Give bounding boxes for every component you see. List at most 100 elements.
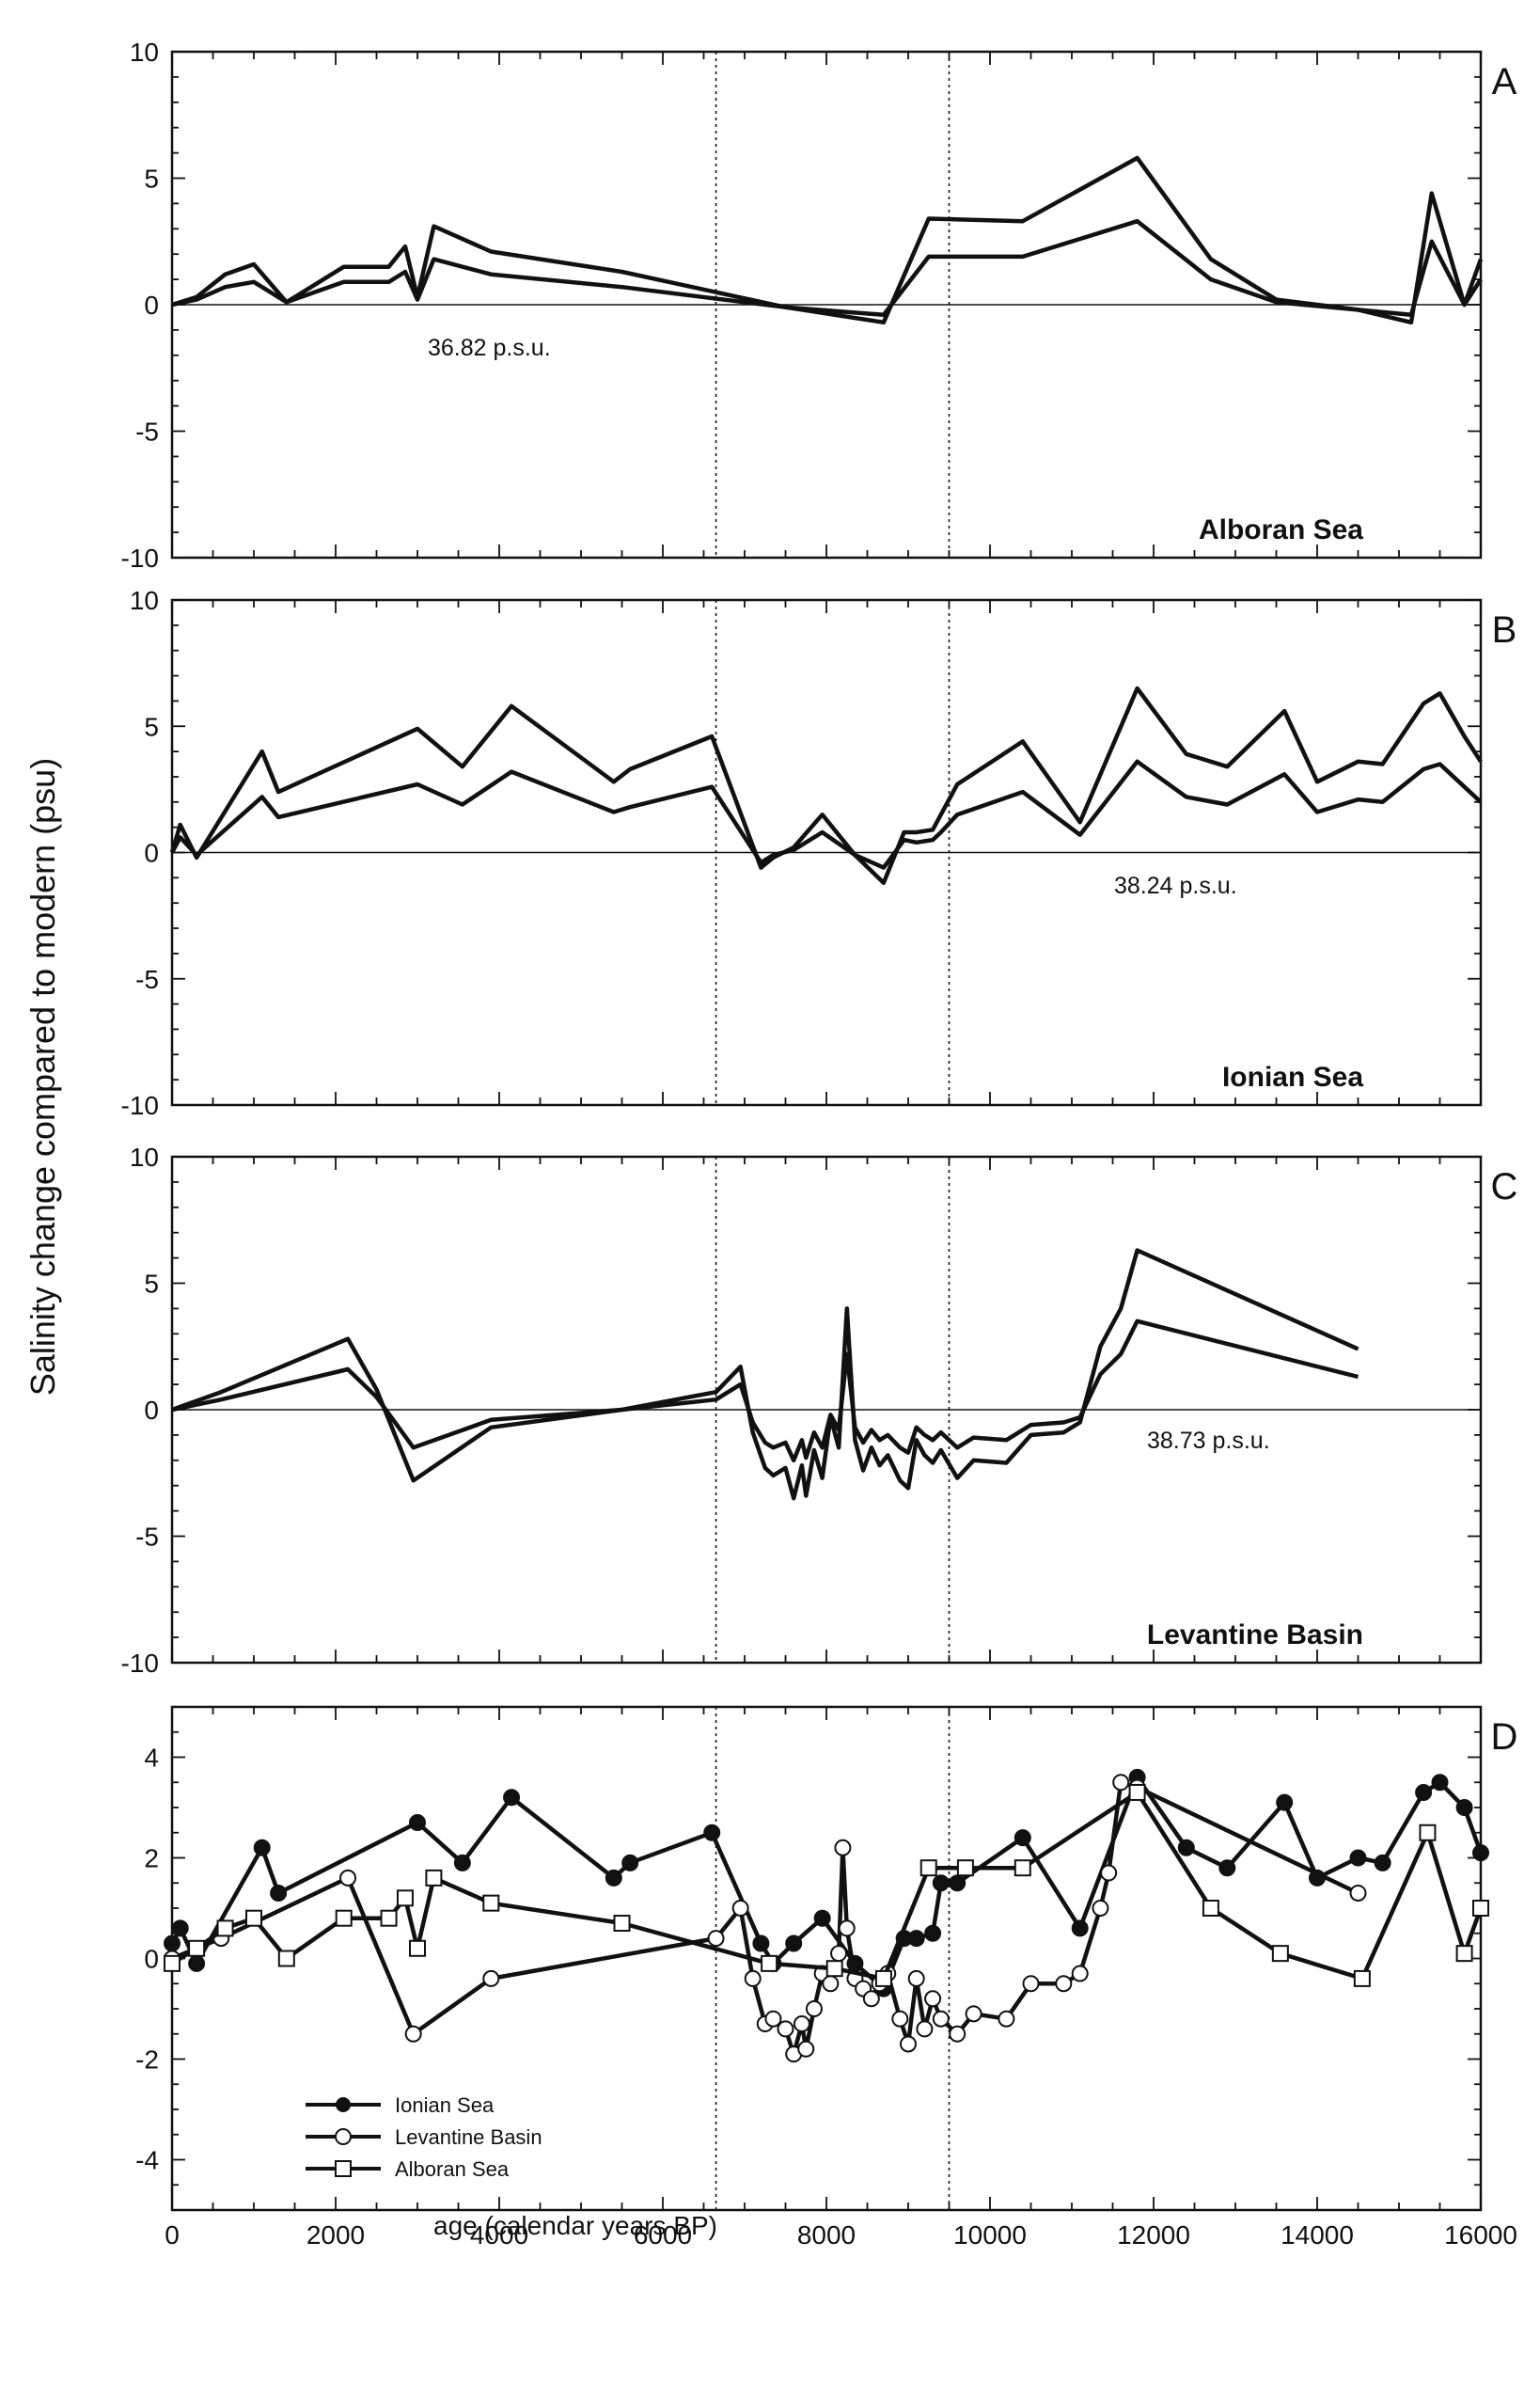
data-point: [1349, 1884, 1367, 1902]
data-point: [1374, 1854, 1391, 1871]
panel-d: 4 2 0 -2 -4 0 2000 4000 6000 8000 10000 12000 14000 1…: [135, 1705, 1518, 2250]
y-tick-label: 4: [144, 1744, 159, 1773]
data-point: [834, 1839, 852, 1856]
data-point: [822, 1975, 840, 1993]
x-tick-label: 6000: [634, 2220, 692, 2250]
y-tick-label: -10: [121, 544, 159, 573]
data-point: [188, 1954, 206, 1972]
legend-label: Alboran Sea: [395, 2157, 510, 2181]
data-point: [503, 1789, 521, 1807]
data-point: [956, 1859, 974, 1877]
data-point: [409, 1814, 426, 1832]
data-point: [425, 1869, 443, 1887]
data-point: [924, 1990, 942, 2008]
data-point: [277, 1950, 295, 1967]
legend: Ionian Sea Levantine Basin Alboran Sea: [306, 2093, 542, 2181]
y-tick-label: 5: [144, 712, 159, 741]
y-tick-label: 0: [144, 291, 159, 320]
data-point: [907, 1930, 925, 1948]
data-point: [380, 1909, 398, 1927]
legend-label: Ionian Sea: [395, 2093, 495, 2117]
x-tick-label: 14000: [1281, 2220, 1354, 2250]
legend-label: Levantine Basin: [395, 2125, 542, 2149]
data-point: [965, 2005, 982, 2023]
data-point: [998, 2010, 1015, 2028]
series-line: [170, 759, 1483, 870]
x-tick-label: 4000: [470, 2220, 528, 2250]
legend-marker: [336, 2097, 351, 2112]
x-tick-label: 8000: [797, 2220, 856, 2250]
y-tick-label: 5: [144, 1270, 159, 1299]
data-point: [707, 1930, 725, 1948]
data-point: [1472, 1844, 1489, 1862]
data-point: [482, 1894, 500, 1912]
data-point: [919, 1859, 937, 1877]
data-point: [813, 1909, 831, 1927]
data-point: [949, 2025, 966, 2043]
y-tick-label: -2: [135, 2045, 159, 2075]
region-label: Ionian Sea: [1222, 1062, 1363, 1093]
data-point: [932, 2010, 950, 2028]
region-label: Alboran Sea: [1199, 514, 1363, 545]
y-tick-label: 0: [144, 839, 159, 868]
data-point: [164, 1934, 181, 1952]
y-tick-label: 10: [130, 1143, 159, 1172]
data-point: [404, 2025, 422, 2043]
legend-marker: [335, 2128, 352, 2145]
baseline-salinity-label: 38.24 p.s.u.: [1114, 873, 1237, 899]
data-point: [621, 1854, 639, 1871]
data-point: [1100, 1864, 1118, 1882]
y-tick-label: 0: [144, 1945, 159, 1974]
data-point: [797, 2040, 815, 2058]
data-point: [339, 1869, 357, 1887]
panel-letter: C: [1491, 1166, 1518, 1208]
series-line: [171, 1318, 1359, 1463]
y-tick-label: -5: [135, 418, 159, 447]
y-tick-label: 10: [130, 586, 159, 615]
data-point: [164, 1954, 181, 1972]
data-point: [245, 1909, 262, 1927]
data-point: [1202, 1900, 1219, 1917]
y-axis-label: Salinity change compared to modern (psu): [24, 758, 62, 1396]
y-tick-label: 0: [144, 1396, 159, 1425]
data-point: [1349, 1849, 1367, 1867]
panels-layer: 10 5 0 -5 -10 A Alboran Sea 36.82 p.s.u. 10 5 0 -5 -…: [121, 38, 1518, 2250]
x-tick-label: 0: [165, 2220, 180, 2250]
panel-letter: A: [1492, 61, 1517, 103]
data-point: [1431, 1774, 1449, 1792]
baseline-salinity-label: 36.82 p.s.u.: [428, 335, 551, 361]
data-point: [613, 1915, 631, 1933]
data-point: [1218, 1859, 1236, 1877]
data-point: [453, 1854, 471, 1871]
x-tick-label: 16000: [1444, 2220, 1517, 2250]
series-line: [169, 686, 1483, 885]
y-tick-label: -10: [121, 1649, 159, 1678]
y-tick-label: -5: [135, 1523, 159, 1552]
data-point: [838, 1919, 856, 1937]
y-tick-label: -4: [135, 2146, 159, 2175]
data-point: [825, 1960, 843, 1978]
data-point: [761, 1954, 778, 1972]
data-point: [785, 1934, 803, 1952]
x-tick-label: 12000: [1117, 2220, 1190, 2250]
data-point: [1071, 1919, 1089, 1937]
data-point: [777, 2020, 794, 2038]
series-line: [171, 218, 1483, 318]
series-line: [171, 155, 1484, 325]
data-point: [932, 1874, 950, 1892]
data-point: [752, 1934, 770, 1952]
panel-letter: D: [1491, 1716, 1518, 1758]
x-tick-label: 2000: [306, 2220, 365, 2250]
y-tick-label: 2: [144, 1844, 159, 1873]
series-line: [171, 1248, 1359, 1501]
data-point: [744, 1969, 762, 1987]
panel-a: 10 5 0 -5 -10 A Alboran Sea 36.82 p.s.u.: [121, 38, 1517, 573]
data-point: [1014, 1829, 1031, 1847]
x-axis-label: age (calendar years BP): [433, 2211, 717, 2240]
data-point: [396, 1889, 414, 1907]
data-point: [1177, 1839, 1195, 1856]
x-tick-label: 10000: [953, 2220, 1027, 2250]
data-point: [1455, 1799, 1473, 1816]
data-point: [703, 1824, 721, 1841]
